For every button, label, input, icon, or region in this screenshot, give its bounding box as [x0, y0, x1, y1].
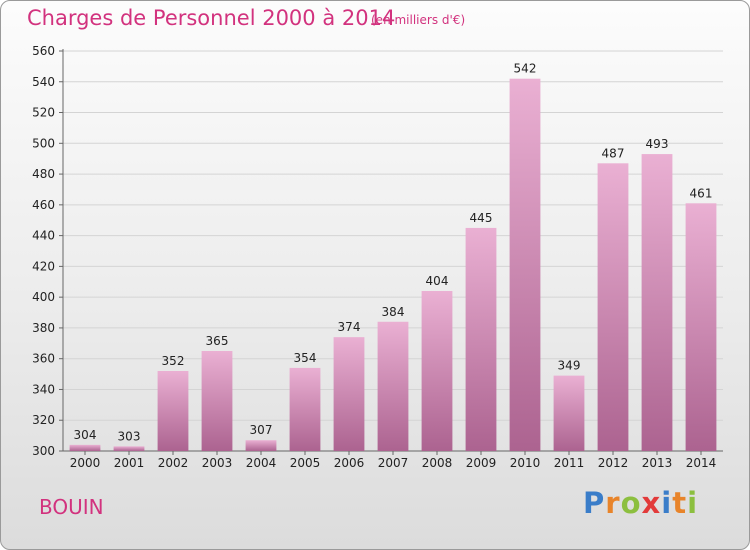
x-tick-label-2000: 2000 [70, 456, 101, 470]
bar-2007 [377, 321, 409, 451]
data-label-2014: 461 [690, 186, 713, 200]
logo-letter: i [661, 486, 673, 520]
data-label-2006: 374 [338, 320, 361, 334]
bar-2012 [597, 163, 629, 452]
bar-2014 [685, 203, 717, 451]
bar-2000 [69, 444, 101, 451]
y-tick-label: 300 [32, 444, 55, 458]
x-tick-label-2001: 2001 [114, 456, 145, 470]
y-tick-label: 500 [32, 136, 55, 150]
y-tick-label: 520 [32, 106, 55, 120]
bars [69, 78, 717, 452]
y-tick-label: 480 [32, 167, 55, 181]
data-label-2008: 404 [426, 274, 449, 288]
x-tick-label-2004: 2004 [246, 456, 277, 470]
x-tick-label-2002: 2002 [158, 456, 189, 470]
data-label-2002: 352 [162, 354, 185, 368]
y-tick-label: 320 [32, 413, 55, 427]
bar-2011 [553, 375, 585, 451]
logo-letter: t [672, 486, 688, 520]
logo-letter: i [687, 486, 699, 520]
x-tick-label-2014: 2014 [686, 456, 717, 470]
x-tick-label-2013: 2013 [642, 456, 673, 470]
data-label-2007: 384 [382, 305, 405, 319]
x-tick-labels: 2000 2001 2002 2003 2004 2005 2006 2007 2008 2009… [70, 456, 717, 470]
x-tick-label-2010: 2010 [510, 456, 541, 470]
y-tick-label: 380 [32, 321, 55, 335]
x-tick-label-2011: 2011 [554, 456, 585, 470]
data-label-2011: 349 [558, 359, 581, 373]
data-label-2003: 365 [206, 334, 229, 348]
proxiti-logo[interactable]: Proxiti [583, 486, 698, 520]
bar-2009 [465, 227, 497, 451]
y-tick-label: 400 [32, 290, 55, 304]
bar-2002 [157, 371, 189, 451]
bar-2001 [113, 446, 145, 451]
bar-2005 [289, 367, 321, 451]
y-tick-label: 440 [32, 229, 55, 243]
x-tick-label-2009: 2009 [466, 456, 497, 470]
data-label-2009: 445 [470, 211, 493, 225]
data-label-2013: 493 [646, 137, 669, 151]
y-tick-label: 340 [32, 382, 55, 396]
x-tick-label-2005: 2005 [290, 456, 321, 470]
bar-2004 [245, 440, 277, 451]
bar-2003 [201, 351, 233, 451]
y-tick-label: 460 [32, 198, 55, 212]
y-tick-labels: 300 320 340 360 380 400 420 440 460 480 500 520 540 5… [32, 44, 55, 458]
logo-letter: P [583, 486, 606, 520]
data-label-2012: 487 [602, 146, 625, 160]
x-tick-label-2007: 2007 [378, 456, 409, 470]
bar-2008 [421, 291, 453, 451]
x-tick-label-2008: 2008 [422, 456, 453, 470]
data-labels: 304 303 352 365 307 354 374 384 404 445 542 349 487 4… [74, 62, 713, 444]
y-tick-label: 560 [32, 44, 55, 58]
x-tick-label-2003: 2003 [202, 456, 233, 470]
logo-letter: o [620, 486, 642, 520]
data-label-2004: 307 [250, 423, 273, 437]
data-label-2010: 542 [514, 62, 537, 76]
y-tick-label: 360 [32, 352, 55, 366]
data-label-2005: 354 [294, 351, 317, 365]
bar-2006 [333, 337, 365, 451]
y-tick-label: 420 [32, 259, 55, 273]
place-name: BOUIN [39, 495, 104, 519]
y-tick-label: 540 [32, 75, 55, 89]
bar-2013 [641, 154, 673, 452]
x-tick-label-2012: 2012 [598, 456, 629, 470]
chart-subtitle: (en milliers d'€) [371, 13, 466, 27]
logo-letter: x [641, 486, 662, 520]
logo-letter: r [605, 486, 621, 520]
bar-2010 [509, 78, 541, 451]
x-tick-label-2006: 2006 [334, 456, 365, 470]
data-label-2001: 303 [118, 429, 141, 443]
chart-title: Charges de Personnel 2000 à 2014 [27, 6, 396, 30]
data-label-2000: 304 [74, 428, 97, 442]
